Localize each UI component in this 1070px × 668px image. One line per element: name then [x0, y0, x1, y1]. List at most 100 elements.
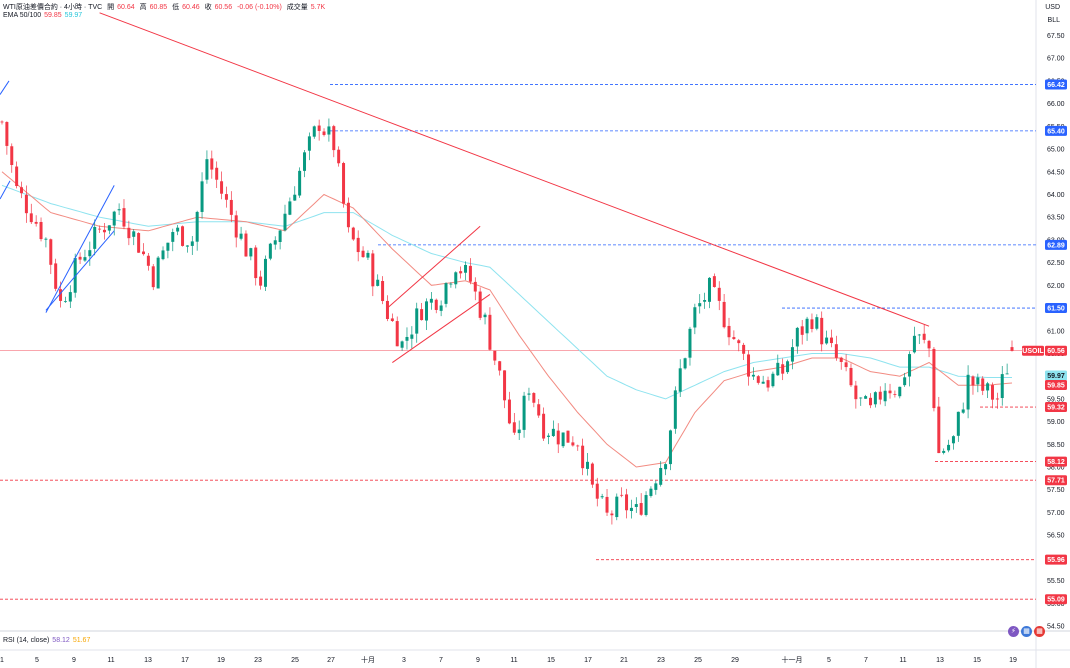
rsi-value: 58.12 [52, 637, 70, 644]
candle-body [717, 287, 721, 301]
price-tick-label: 64.00 [1047, 192, 1065, 199]
price-tick-label: 62.50 [1047, 260, 1065, 267]
candle-body [981, 378, 985, 391]
lightning-icon[interactable]: ⚡ [1008, 626, 1019, 637]
candle-body [59, 289, 63, 301]
candle-body [405, 336, 409, 341]
price-tick-label: 55.00 [1047, 601, 1065, 608]
candle-body [215, 167, 219, 180]
price-tick-label: 57.00 [1047, 510, 1065, 517]
candle-body [107, 225, 111, 231]
trendline [0, 80, 10, 95]
candle-body [678, 368, 682, 392]
chart-legend: WTI原油差價合約 · 4小時 · TVC 開 60.64 高 60.85 低 60.… [3, 2, 328, 12]
price-level-badge-label: 62.89 [1047, 242, 1065, 249]
candle-body [839, 357, 843, 362]
candle-body [146, 255, 150, 266]
candle-body [342, 163, 346, 204]
candle-body [307, 136, 311, 151]
candle-body [561, 432, 565, 447]
currency-label[interactable]: USD [1045, 4, 1060, 11]
symbol-title[interactable]: WTI原油差價合約 · 4小時 · TVC [3, 4, 103, 11]
candle-body [283, 213, 287, 231]
candle-body [190, 241, 194, 246]
candle-body [39, 221, 43, 240]
candle-body [137, 233, 141, 253]
candle-body [205, 159, 209, 180]
candle-body [385, 300, 389, 320]
candle-body [532, 393, 536, 403]
candle-body [581, 445, 585, 469]
event-icons[interactable]: ⚡ ▦ ▦ [1008, 620, 1047, 638]
trendline [45, 230, 115, 311]
candle-body [625, 494, 629, 511]
candle-body [0, 121, 4, 123]
time-tick-label: 23 [657, 657, 665, 664]
flag-icon[interactable]: ▦ [1021, 626, 1032, 637]
price-tick-label: 54.50 [1047, 624, 1065, 631]
candle-body [634, 504, 638, 507]
candle-body [1010, 347, 1014, 351]
candle-body [288, 201, 292, 215]
rsi-legend[interactable]: RSI (14, close) 58.12 51.67 [3, 637, 93, 644]
candle-body [737, 340, 741, 344]
candle-body [805, 318, 809, 334]
candle-body [527, 393, 531, 395]
candle-body [346, 202, 350, 228]
candle-body [10, 146, 14, 165]
candle-body [1005, 373, 1009, 375]
price-level-badge-label: 59.32 [1047, 405, 1065, 412]
time-tick-label: 十一月 [782, 655, 803, 664]
candle-body [546, 435, 550, 437]
candle-body [898, 386, 902, 397]
candle-body [537, 404, 541, 416]
candle-body [937, 406, 941, 454]
ema50-value: 59.85 [44, 12, 62, 19]
volume-label: 成交量 [286, 4, 308, 11]
price-level-badge [1045, 402, 1067, 413]
candle-body [795, 327, 799, 347]
candle-body [390, 318, 394, 322]
candle-body [459, 271, 463, 274]
candle-body [756, 376, 760, 383]
candle-body [434, 299, 438, 310]
candle-body [908, 354, 912, 377]
time-tick-label: 19 [217, 657, 225, 664]
price-level-badge-label: 58.12 [1047, 459, 1065, 466]
time-tick-label: 3 [402, 657, 406, 664]
candle-body [5, 122, 9, 146]
candle-body [722, 301, 726, 328]
candle-body [171, 232, 175, 242]
ema-legend[interactable]: EMA 50/100 59.85 59.97 [3, 12, 85, 19]
price-level-badge [1045, 125, 1067, 136]
candle-body [229, 199, 233, 215]
candle-body [185, 245, 189, 247]
candle-body [298, 170, 302, 196]
candle-body [254, 247, 258, 279]
candle-body [127, 227, 131, 239]
candle-body [815, 317, 819, 329]
candle-body [73, 258, 77, 293]
time-tick-label: 7 [864, 657, 868, 664]
candle-body [747, 354, 751, 377]
candle-body [629, 507, 633, 511]
candle-body [468, 265, 472, 282]
candle-body [483, 314, 487, 318]
candle-body [239, 233, 243, 239]
candle-body [639, 503, 643, 515]
price-tick-label: 55.50 [1047, 578, 1065, 585]
candle-body [395, 321, 399, 347]
candle-body [78, 256, 82, 260]
candle-body [44, 238, 48, 240]
candle-body [161, 250, 165, 260]
price-tick-label: 56.50 [1047, 533, 1065, 540]
candle-body [956, 411, 960, 436]
candle-body [439, 305, 443, 311]
candle-body [454, 272, 458, 285]
candle-body [293, 194, 297, 201]
time-tick-label: 9 [476, 657, 480, 664]
price-level-badge [1045, 554, 1067, 565]
flag-icon-2[interactable]: ▦ [1034, 626, 1045, 637]
symbol-tag-badge-label: USOIL [1022, 348, 1044, 355]
